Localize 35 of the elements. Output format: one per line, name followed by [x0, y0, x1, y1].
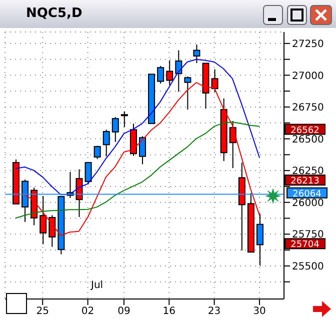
- candlestick: [102, 129, 110, 157]
- text: 25704: [290, 240, 320, 250]
- ref-line-label: 26064: [292, 189, 322, 200]
- candlestick: [256, 213, 264, 266]
- candlestick: [184, 76, 192, 110]
- x-tick-label: 16: [162, 306, 176, 318]
- candlestick: [175, 50, 182, 92]
- y-tick-label: 26500: [292, 134, 324, 146]
- candlestick: [193, 44, 200, 64]
- line-series: [15, 122, 260, 219]
- x-tick-label: 09: [118, 306, 130, 318]
- y-tick-label: 27250: [292, 38, 324, 50]
- x-tick-label: 23: [208, 306, 221, 318]
- y-tick-label: 26750: [292, 102, 324, 114]
- text: 26213: [290, 176, 320, 187]
- candlestick: [130, 123, 137, 156]
- candlestick: [112, 116, 119, 142]
- x-tick-label: 25: [36, 306, 49, 318]
- y-tick-label: 25750: [292, 230, 324, 241]
- y-tick-label: 26000: [292, 198, 324, 209]
- y-tick-label: 27000: [292, 70, 324, 82]
- candlestick: [76, 168, 83, 218]
- y-tick-label: 25500: [292, 261, 324, 272]
- x-tick-label: 30: [253, 306, 266, 318]
- x-tick-label: 02: [81, 306, 94, 318]
- chart-title: NQC5,D: [26, 6, 82, 21]
- annotation: Jul: [91, 280, 104, 291]
- candlestick: [94, 145, 101, 160]
- candlestick: [157, 65, 164, 84]
- candlestick: [139, 136, 146, 165]
- candlestick: [84, 162, 92, 185]
- y-tick-label: 26250: [292, 166, 324, 178]
- candlestick: [120, 110, 128, 128]
- text: 26562: [290, 126, 320, 136]
- candlestick: [166, 60, 174, 86]
